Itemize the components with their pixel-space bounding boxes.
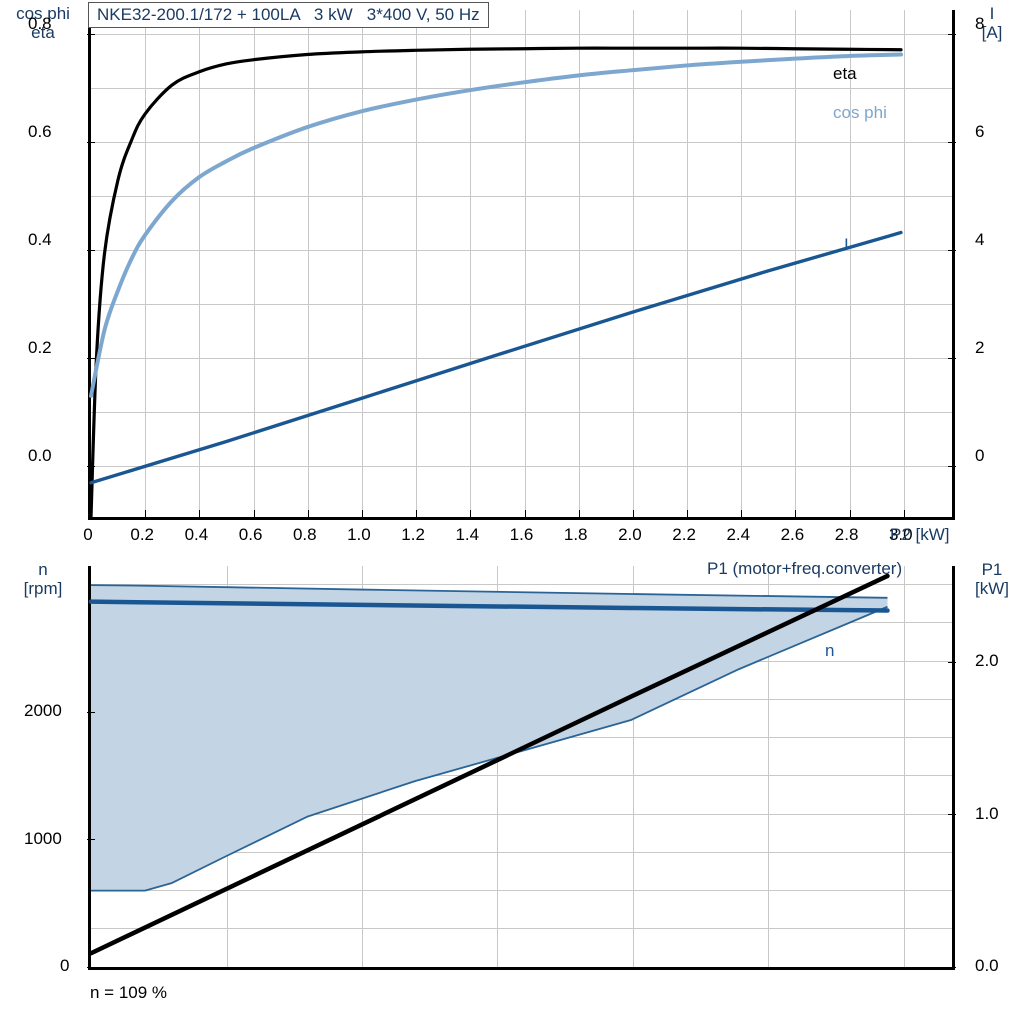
curve-p1 <box>88 573 890 956</box>
bottom-right-tick-label: 0.0 <box>975 956 999 975</box>
bottom-chart-curves <box>88 573 890 956</box>
top-right-tick-label: 0 <box>975 446 985 465</box>
top-right-tick-label: 8 <box>975 14 985 33</box>
curve-label-speed: n <box>825 641 835 660</box>
speed-range-band <box>90 584 888 892</box>
top-x-tick-label: 2.0 <box>618 525 642 544</box>
curve-eta <box>89 46 903 519</box>
curve-label-cos-phi: cos phi <box>833 103 887 122</box>
top-left-tick-label: 0.4 <box>28 230 52 249</box>
top-x-tick-label: 2.4 <box>726 525 751 544</box>
top-x-tick-label: 1.2 <box>401 525 425 544</box>
top-x-tick-label: 1.6 <box>509 525 534 544</box>
top-right-tick-label: 2 <box>975 338 985 357</box>
curve-label-p1: P1 (motor+freq.converter) <box>707 559 903 578</box>
bottom-right-axis-label: P1 [kW] <box>975 560 1009 598</box>
top-left-tick-label: 0.6 <box>28 122 52 141</box>
bottom-left-tick-label: 0 <box>60 956 70 975</box>
top-chart-gridlines <box>91 10 952 517</box>
curve-current <box>89 230 903 485</box>
footer-note: n = 109 % <box>90 983 168 1002</box>
top-x-tick-label: 2.8 <box>834 525 859 544</box>
top-x-axis-label: P2 [kW] <box>890 525 950 544</box>
chart-title: NKE32-200.1/172 + 100LA 3 kW 3*400 V, 50… <box>88 2 489 28</box>
top-x-tick-label: 0.8 <box>292 525 317 544</box>
top-right-axis-label: I [A] <box>981 4 1003 42</box>
top-x-tick-label: 0.6 <box>238 525 263 544</box>
top-left-tick-label: 0.8 <box>28 14 52 33</box>
top-x-tick-label: 0.2 <box>130 525 155 544</box>
top-chart-curves <box>89 46 903 519</box>
bottom-right-tick-label: 2.0 <box>975 651 999 670</box>
bottom-right-tick-label: 1.0 <box>975 804 999 823</box>
top-x-tick-label: 3.0 <box>888 525 913 544</box>
top-right-tick-label: 6 <box>975 122 985 141</box>
top-x-tick-label: 1.0 <box>347 525 371 544</box>
top-x-tick-label: 0 <box>83 525 93 544</box>
bottom-left-axis-label: n [rpm] <box>23 560 63 598</box>
top-right-tick-label: 4 <box>975 230 985 249</box>
bottom-left-tick-label: 2000 <box>24 701 62 720</box>
curve-label-current: I <box>844 235 849 254</box>
top-x-tick-label: 2.6 <box>780 525 805 544</box>
top-left-axis-label: cos phi eta <box>16 4 70 42</box>
bottom-left-tick-label: 1000 <box>24 829 62 848</box>
top-x-tick-label: 1.4 <box>455 525 480 544</box>
top-chart-plot <box>87 3 956 520</box>
curve-label-eta: eta <box>833 64 857 83</box>
top-x-tick-label: 2.2 <box>672 525 696 544</box>
bottom-chart-plot <box>87 566 956 970</box>
top-left-tick-label: 0.2 <box>28 338 52 357</box>
curve-cos-phi <box>89 52 903 398</box>
top-x-tick-label: 0.4 <box>184 525 209 544</box>
top-x-tick-label: 1.8 <box>563 525 588 544</box>
curve-speed <box>88 599 890 613</box>
top-left-tick-label: 0.0 <box>28 446 52 465</box>
